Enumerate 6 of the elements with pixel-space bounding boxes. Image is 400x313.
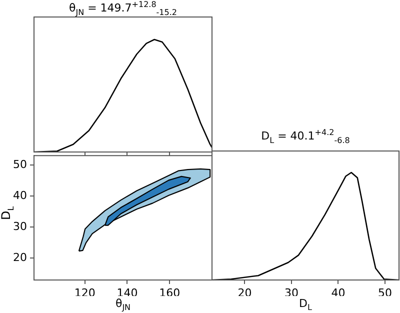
y-tick-label: 50 bbox=[13, 158, 27, 171]
x-axis-title: θ$_{JN}$ bbox=[115, 297, 131, 312]
y-tick-label: 30 bbox=[13, 220, 27, 233]
y-tick-label: 20 bbox=[13, 251, 27, 264]
y-tick-label: 40 bbox=[13, 188, 27, 202]
x-axis-title: D$_{L}$ bbox=[299, 297, 312, 312]
